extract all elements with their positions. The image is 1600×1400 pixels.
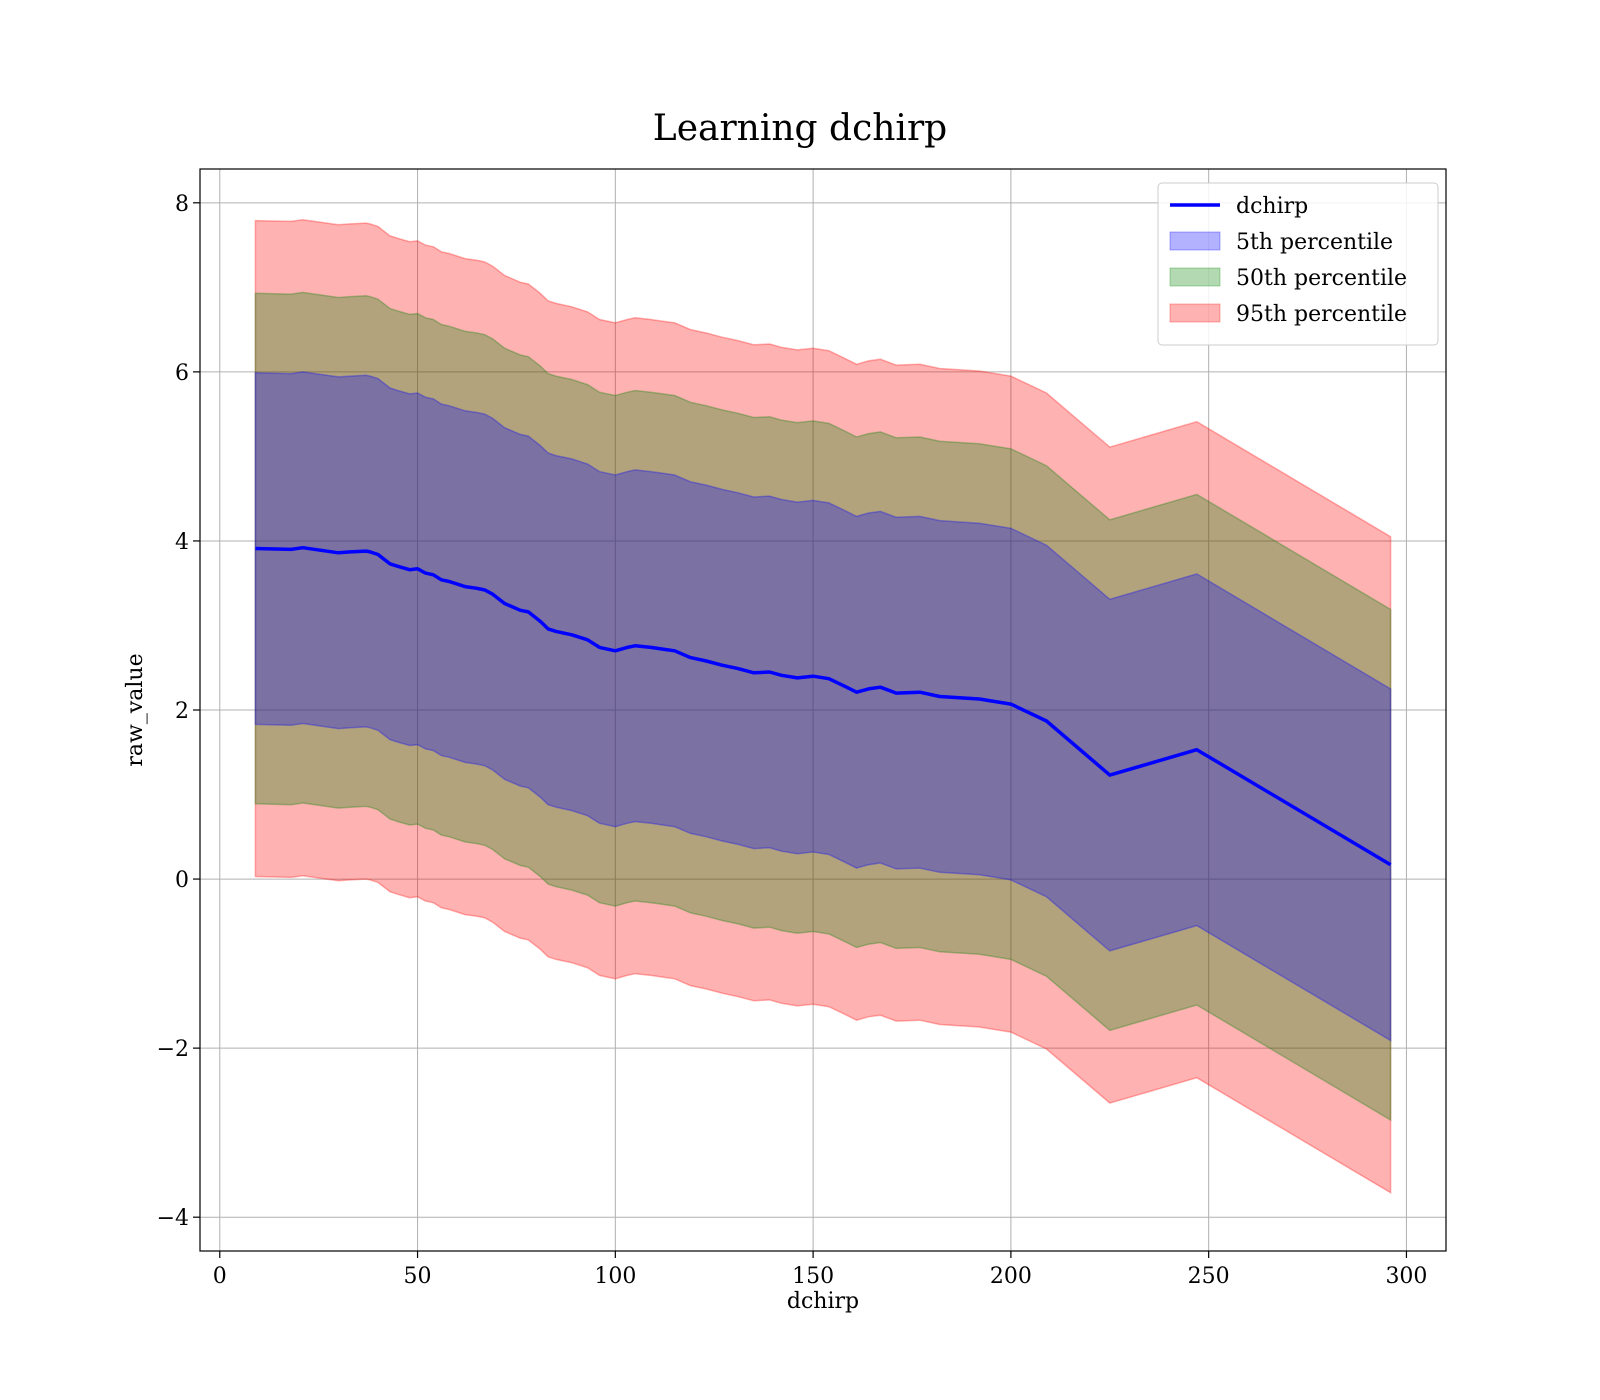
legend-label-95th-percentile: 95th percentile — [1236, 302, 1407, 327]
band-50th-percentile — [254, 291, 1392, 1122]
y-tick-label: 0 — [175, 868, 189, 893]
legend-label-dchirp: dchirp — [1236, 194, 1308, 219]
legend-label-5th-percentile: 5th percentile — [1236, 230, 1393, 255]
chart-title: Learning dchirp — [653, 108, 947, 149]
x-axis: 0 50 100 150 200 250 300 — [213, 1251, 1427, 1289]
x-tick-label: 100 — [594, 1264, 636, 1289]
x-tick-label: 0 — [213, 1264, 227, 1289]
x-tick-label: 300 — [1385, 1264, 1427, 1289]
legend-box — [1157, 182, 1439, 346]
y-tick-label: −2 — [157, 1037, 189, 1062]
percentile-bands — [254, 218, 1392, 1195]
x-tick-label: 150 — [792, 1264, 834, 1289]
band-5th-percentile — [254, 371, 1392, 1042]
legend-label-50th-percentile: 50th percentile — [1236, 266, 1407, 291]
x-tick-label: 250 — [1188, 1264, 1230, 1289]
y-tick-label: −4 — [157, 1206, 189, 1231]
legend-swatch-5th-percentile — [1169, 231, 1221, 251]
y-tick-label: 6 — [175, 361, 189, 386]
y-tick-label: 2 — [175, 699, 189, 724]
y-tick-label: 4 — [175, 530, 189, 555]
band-95th-percentile — [254, 218, 1392, 1195]
y-axis: −4 −2 0 2 4 6 8 — [157, 192, 200, 1231]
series-lines — [255, 545, 1392, 867]
x-tick-label: 50 — [404, 1264, 432, 1289]
legend-swatch-50th-percentile — [1169, 267, 1221, 287]
y-tick-label: 8 — [175, 192, 189, 217]
y-axis-label: raw_value — [123, 653, 148, 766]
line-dchirp — [255, 545, 1392, 867]
x-tick-label: 200 — [990, 1264, 1032, 1289]
legend-swatch-95th-percentile — [1169, 303, 1221, 323]
x-axis-label: dchirp — [787, 1289, 859, 1314]
legend: dchirp 5th percentile 50th percentile 95th … — [1157, 182, 1439, 346]
